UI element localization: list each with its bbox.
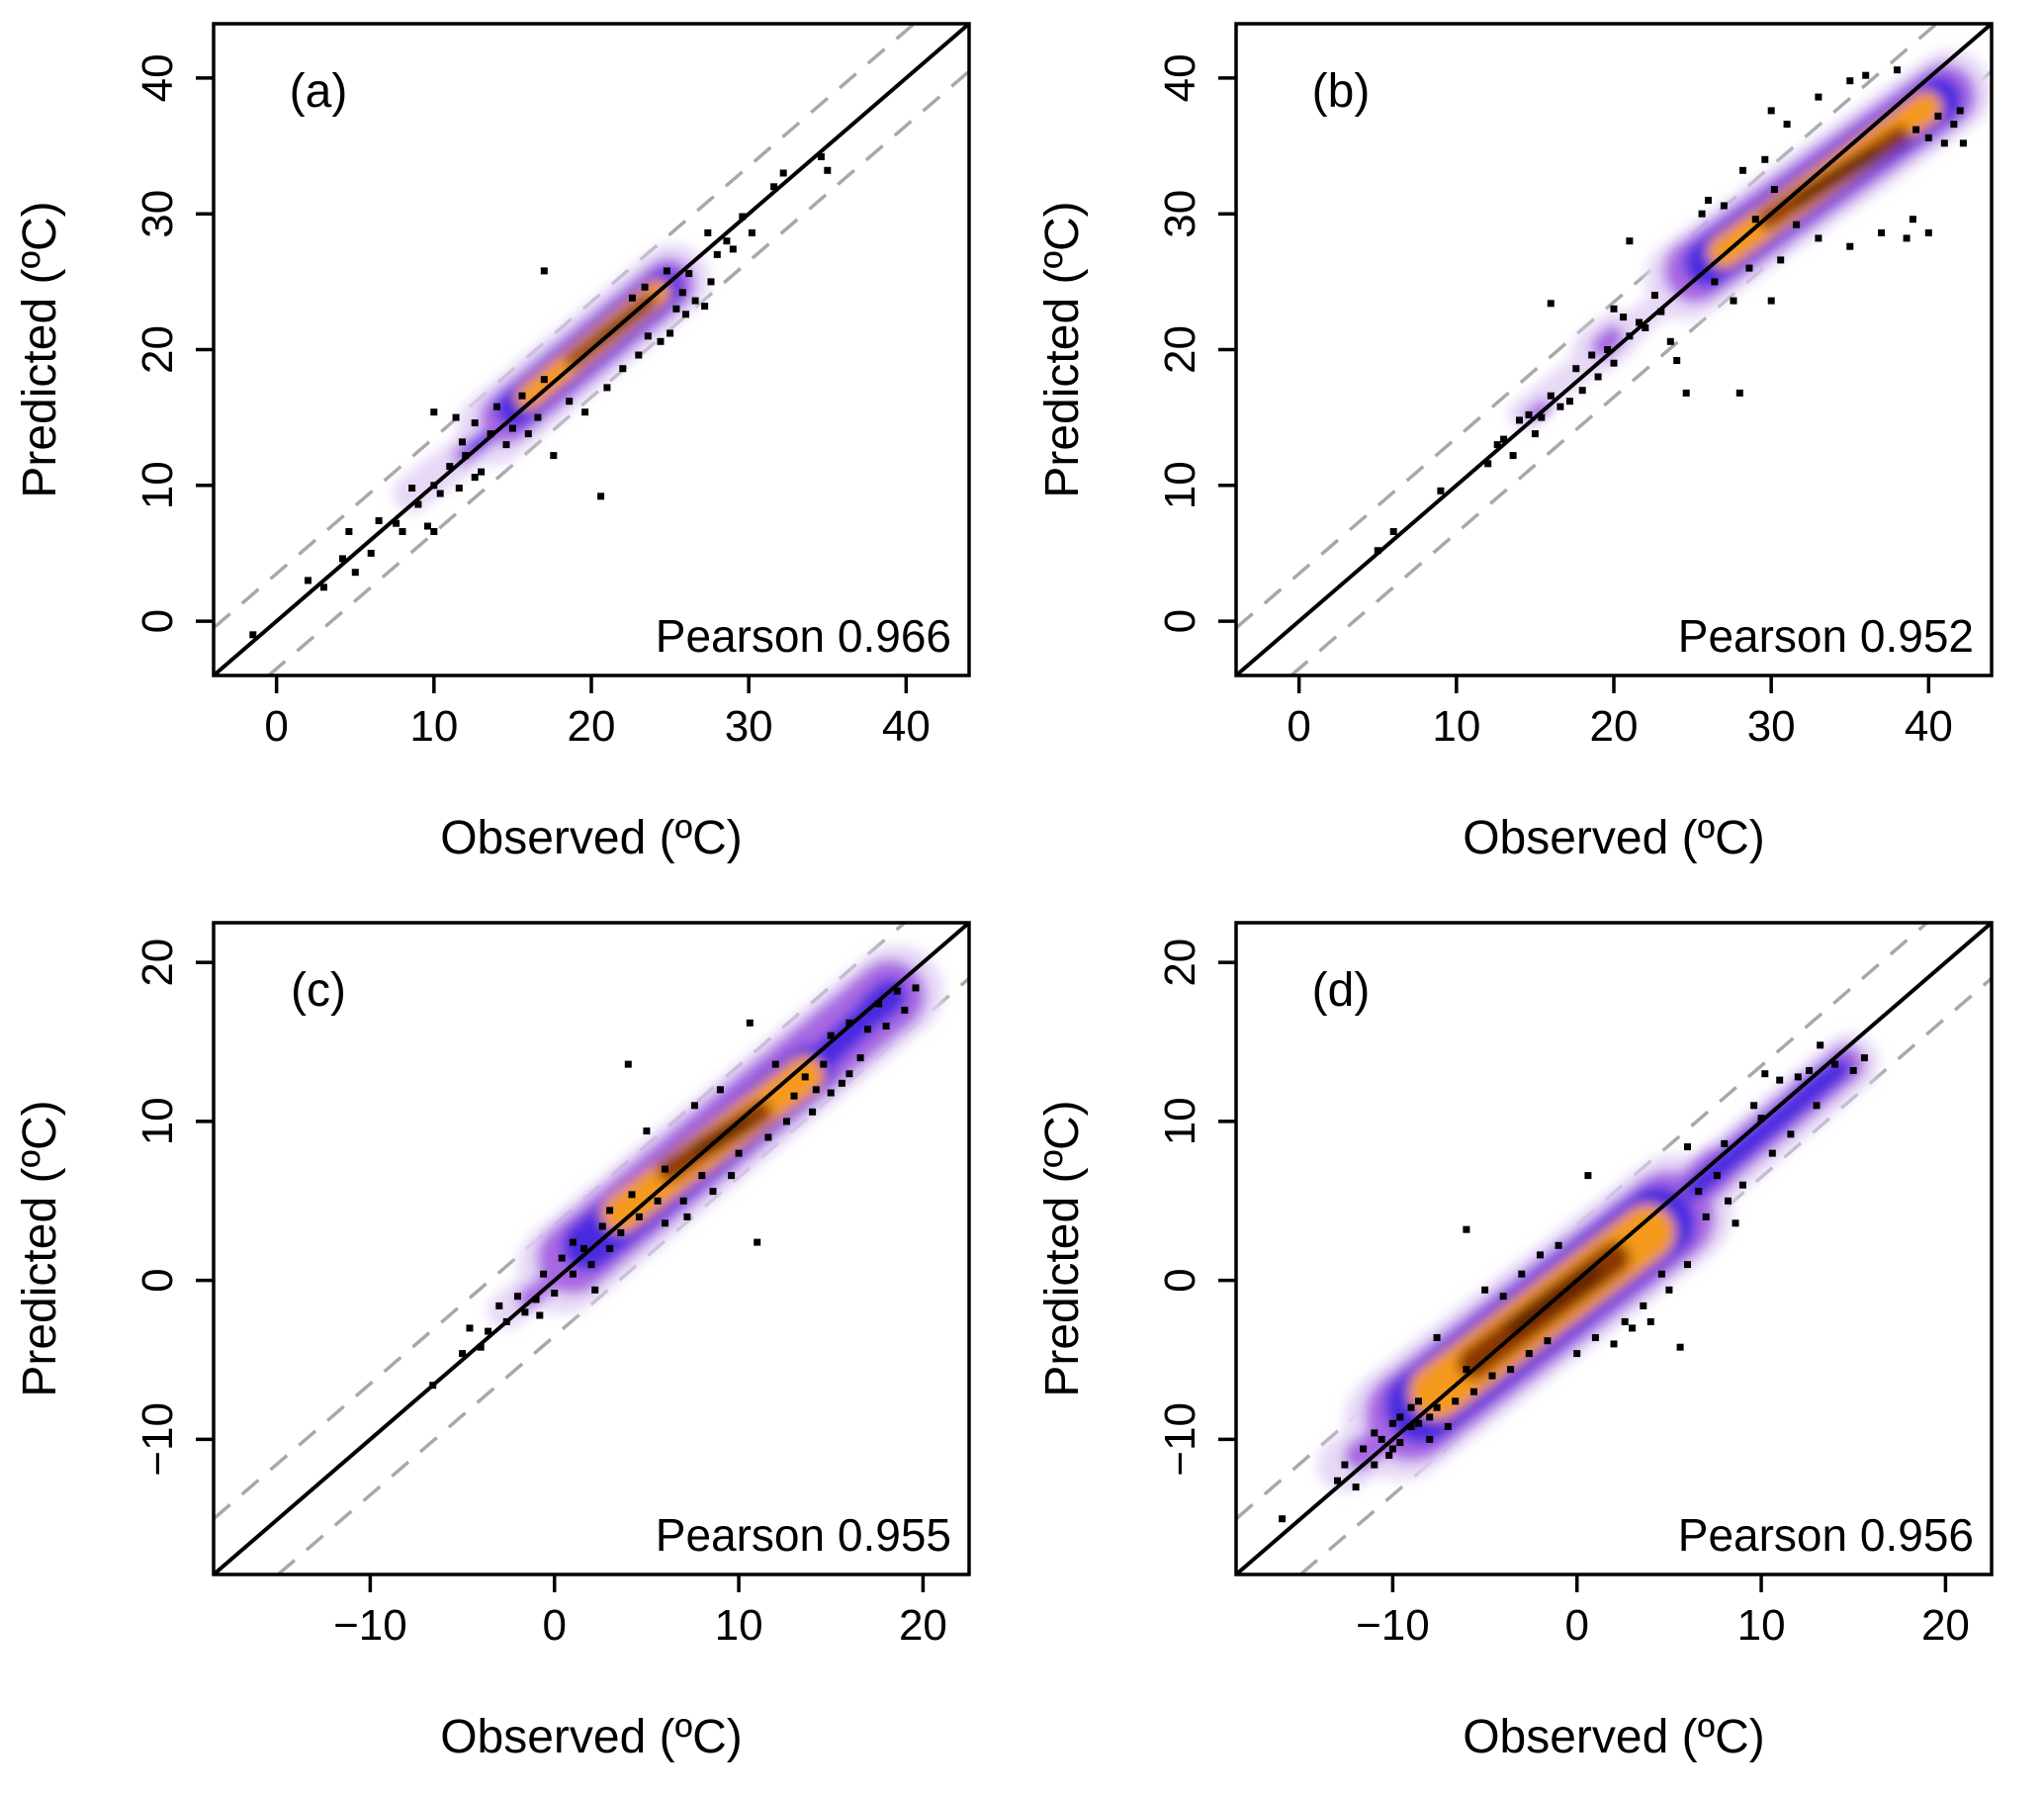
x-tick-label: 20: [899, 1601, 947, 1650]
x-tick-label: 10: [1432, 702, 1480, 751]
x-axis: −10 0 10 20: [333, 1574, 947, 1650]
y-tick-label: 40: [1156, 53, 1204, 102]
identity-line: [214, 24, 969, 675]
y-tick-label: 10: [1156, 1097, 1204, 1145]
x-tick-label: 20: [568, 702, 616, 751]
y-tick-label: 10: [133, 1097, 182, 1145]
y-tick-label: 10: [1156, 461, 1204, 509]
x-axis: −10 0 10 20: [1356, 1574, 1970, 1650]
y-tick-label: 0: [1156, 1268, 1204, 1292]
pearson-label: Pearson 0.966: [656, 610, 951, 662]
pearson-label: Pearson 0.955: [656, 1509, 951, 1561]
panel-c: −10 0 10 20 −10 0 10 20 Observed (ºC) Predicted (…: [0, 899, 1022, 1797]
scatter-points: [249, 153, 832, 639]
x-axis-title: Observed (ºC): [440, 812, 743, 864]
y-tick-label: 30: [133, 190, 182, 238]
x-tick-label: 0: [542, 1601, 566, 1650]
panel-a: 0 10 20 30 40 0 10 20 30 40 Observed (ºC) Predicted…: [0, 0, 1022, 898]
x-tick-label: 40: [1905, 702, 1953, 751]
y-axis: 0 10 20 30 40: [1156, 53, 1236, 633]
x-tick-label: 30: [725, 702, 773, 751]
pearson-label: Pearson 0.956: [1678, 1509, 1974, 1561]
y-tick-label: 20: [1156, 939, 1204, 987]
y-axis: −10 0 10 20: [1156, 939, 1236, 1477]
panel-letter: (d): [1312, 964, 1371, 1017]
panel-letter: (c): [291, 964, 346, 1017]
y-tick-label: 0: [1156, 609, 1204, 633]
scatter-points: [1279, 1041, 1868, 1523]
x-tick-label: −10: [1356, 1601, 1430, 1650]
y-axis-title: Predicted (ºC): [14, 1100, 66, 1396]
panel-d-svg: −10 0 10 20 −10 0 10 20 Observed (ºC) Predicted (…: [1036, 921, 1994, 1763]
y-axis: −10 0 10 20: [133, 939, 214, 1477]
x-tick-label: 40: [882, 702, 931, 751]
lower-dashed-line: [267, 69, 969, 675]
x-tick-label: 10: [409, 702, 458, 751]
x-tick-label: 20: [1590, 702, 1639, 751]
panel-c-svg: −10 0 10 20 −10 0 10 20 Observed (ºC) Predicted (…: [14, 921, 971, 1763]
x-axis-title: Observed (ºC): [1463, 812, 1765, 864]
panel-d: −10 0 10 20 −10 0 10 20 Observed (ºC) Predicted (…: [1022, 899, 2044, 1797]
x-tick-label: 0: [1287, 702, 1310, 751]
identity-line: [1236, 24, 1992, 675]
panel-b: 0 10 20 30 40 0 10 20 30 40 Observed (ºC) Predicted…: [1022, 0, 2044, 898]
y-tick-label: 10: [133, 461, 182, 509]
upper-dashed-line: [1236, 24, 1938, 630]
x-axis-title: Observed (ºC): [440, 1711, 743, 1763]
x-tick-label: 0: [264, 702, 288, 751]
x-axis: 0 10 20 30 40: [264, 675, 931, 751]
y-tick-label: 30: [1156, 190, 1204, 238]
x-tick-label: 10: [715, 1601, 763, 1650]
y-axis-title: Predicted (ºC): [14, 201, 66, 497]
x-tick-label: −10: [333, 1601, 407, 1650]
panel-letter: (a): [290, 65, 348, 118]
x-axis: 0 10 20 30 40: [1287, 675, 1953, 751]
y-tick-label: 20: [133, 939, 182, 987]
y-tick-label: 0: [133, 609, 182, 633]
x-tick-label: 30: [1747, 702, 1796, 751]
y-tick-label: 20: [1156, 325, 1204, 374]
plot-frame: [212, 921, 971, 1576]
y-axis: 0 10 20 30 40: [133, 53, 214, 633]
y-axis-title: Predicted (ºC): [1036, 1100, 1089, 1396]
y-axis-title: Predicted (ºC): [1036, 201, 1089, 497]
scatter-points: [1374, 66, 1967, 555]
density-cloud: [1507, 50, 1992, 430]
identity-line: [214, 923, 969, 1574]
panel-b-svg: 0 10 20 30 40 0 10 20 30 40 Observed (ºC) Predicted…: [1036, 22, 1994, 864]
plot-frame: [1234, 921, 1994, 1576]
scatter-points: [429, 984, 920, 1390]
pearson-label: Pearson 0.952: [1678, 610, 1974, 662]
x-tick-label: 10: [1737, 1601, 1786, 1650]
identity-line: [1236, 923, 1992, 1574]
y-tick-label: −10: [1156, 1402, 1204, 1477]
x-tick-label: 0: [1564, 1601, 1588, 1650]
y-tick-label: 20: [133, 325, 182, 374]
y-tick-label: −10: [133, 1402, 182, 1477]
x-tick-label: 20: [1921, 1601, 1970, 1650]
panel-a-svg: 0 10 20 30 40 0 10 20 30 40 Observed (ºC) Predicted…: [14, 22, 971, 864]
y-tick-label: 40: [133, 53, 182, 102]
x-axis-title: Observed (ºC): [1463, 1711, 1765, 1763]
panel-letter: (b): [1312, 65, 1371, 118]
y-tick-label: 0: [133, 1268, 182, 1292]
